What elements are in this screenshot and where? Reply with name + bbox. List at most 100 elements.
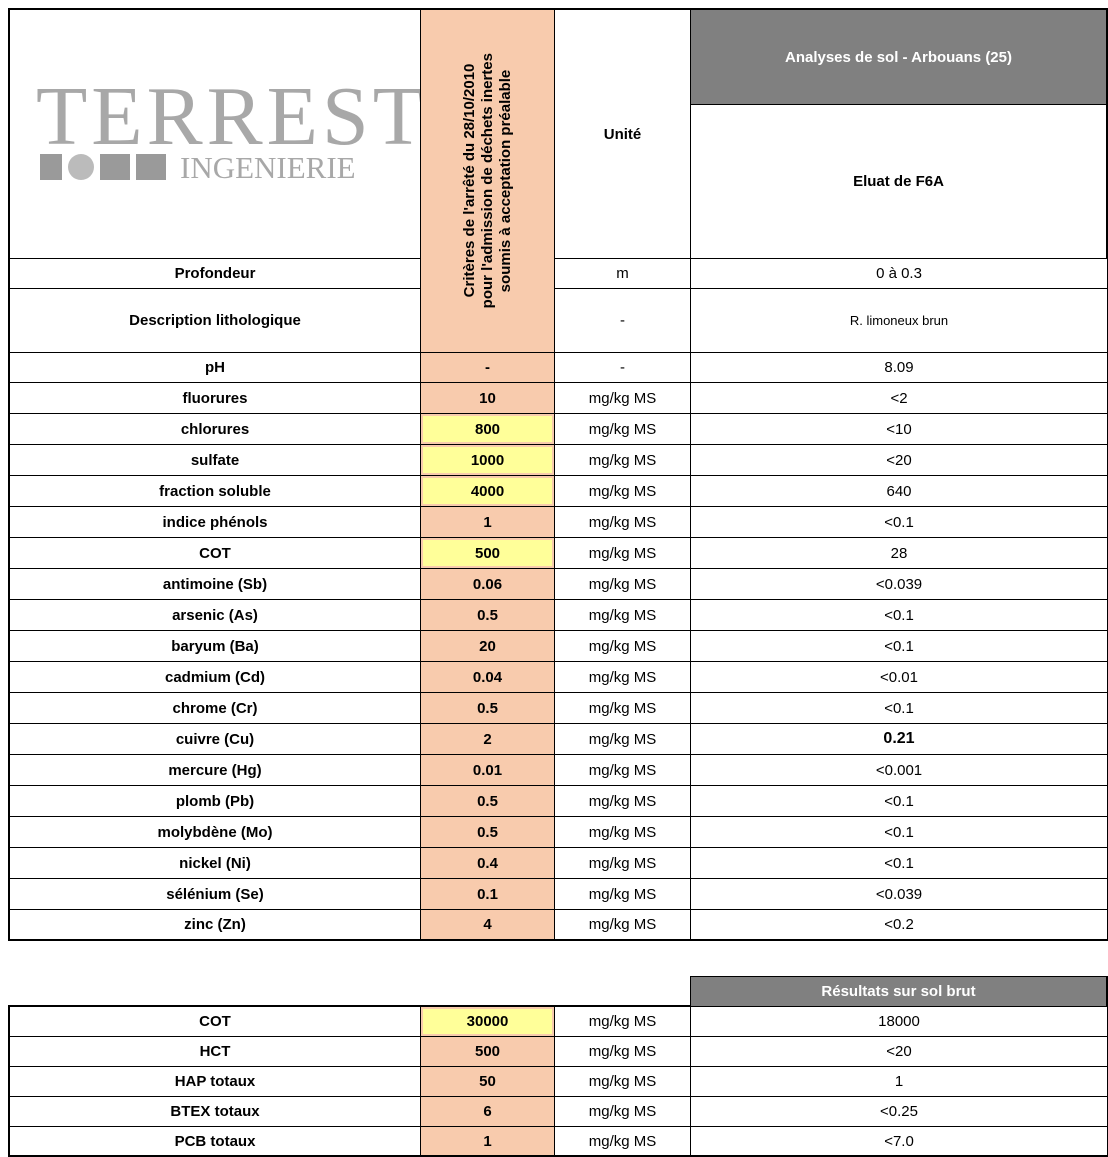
row-label: HCT (8, 1036, 421, 1067)
logo-sub: INGENIERIE (180, 150, 356, 185)
row-value: <0.1 (690, 785, 1108, 817)
row-value: <10 (690, 413, 1108, 445)
row-value: <0.1 (690, 630, 1108, 662)
row-criterion: 30000 (420, 1006, 555, 1037)
row-unit: mg/kg MS (554, 754, 691, 786)
row-criterion: 0.5 (420, 599, 555, 631)
row-value: <20 (690, 1036, 1108, 1067)
row-label: cuivre (Cu) (8, 723, 421, 755)
logo-square (68, 154, 94, 180)
logo-name: TERREST (36, 70, 429, 163)
row-unit: - (554, 352, 691, 383)
row-label: molybdène (Mo) (8, 816, 421, 848)
row-label: arsenic (As) (8, 599, 421, 631)
row-unit: mg/kg MS (554, 661, 691, 693)
row-unit: mg/kg MS (554, 1066, 691, 1097)
row-value: 1 (690, 1066, 1108, 1097)
row-criterion: 0.5 (420, 785, 555, 817)
row-label: pH (8, 352, 421, 383)
row-unit: mg/kg MS (554, 506, 691, 538)
row-label: Profondeur (8, 258, 421, 289)
row-unit: mg/kg MS (554, 630, 691, 662)
row-label: cadmium (Cd) (8, 661, 421, 693)
row-unit: mg/kg MS (554, 785, 691, 817)
row-value: <7.0 (690, 1126, 1108, 1157)
row-label: plomb (Pb) (8, 785, 421, 817)
row-unit: mg/kg MS (554, 909, 691, 941)
row-value: <0.01 (690, 661, 1108, 693)
row-criterion: 500 (420, 1036, 555, 1067)
row-unit: mg/kg MS (554, 692, 691, 724)
row-label: COT (8, 537, 421, 569)
row-criterion: 6 (420, 1096, 555, 1127)
criteria-header: Critères de l'arrêté du 28/10/2010 pour l… (420, 8, 555, 353)
row-unit: mg/kg MS (554, 1006, 691, 1037)
row-label: HAP totaux (8, 1066, 421, 1097)
row-value: 640 (690, 475, 1108, 507)
row-criterion: 1 (420, 506, 555, 538)
row-unit: mg/kg MS (554, 444, 691, 476)
row-criterion: - (420, 352, 555, 383)
row-label: mercure (Hg) (8, 754, 421, 786)
criteria-line: Critères de l'arrêté du 28/10/2010 (460, 64, 478, 298)
row-unit: - (554, 288, 691, 353)
row-label: zinc (Zn) (8, 909, 421, 941)
row-unit: mg/kg MS (554, 382, 691, 414)
row-value: <2 (690, 382, 1108, 414)
row-criterion: 10 (420, 382, 555, 414)
logo-square (100, 154, 130, 180)
row-criterion: 4 (420, 909, 555, 941)
row-label: nickel (Ni) (8, 847, 421, 879)
row-value: 8.09 (690, 352, 1108, 383)
sample-header: Eluat de F6A (690, 104, 1108, 259)
criteria-text: Critères de l'arrêté du 28/10/2010 pour l… (461, 53, 515, 308)
criteria-line: soumis à acceptation préalable (496, 69, 514, 293)
row-criterion: 1 (420, 1126, 555, 1157)
row-criterion: 20 (420, 630, 555, 662)
logo-square (136, 154, 166, 180)
row-criterion: 4000 (420, 475, 555, 507)
row-criterion: 0.06 (420, 568, 555, 600)
row-unit: mg/kg MS (554, 816, 691, 848)
row-criterion: 0.5 (420, 692, 555, 724)
row-value: <0.1 (690, 506, 1108, 538)
row-criterion: 800 (420, 413, 555, 445)
row-unit: m (554, 258, 691, 289)
row-criterion: 500 (420, 537, 555, 569)
row-criterion: 0.04 (420, 661, 555, 693)
site-header: Analyses de sol - Arbouans (25) (690, 8, 1108, 105)
row-label: sélénium (Se) (8, 878, 421, 910)
row-criterion: 1000 (420, 444, 555, 476)
row-value: 0 à 0.3 (690, 258, 1108, 289)
row-value: 0.21 (690, 723, 1108, 755)
row-value: <0.039 (690, 568, 1108, 600)
row-value: <0.1 (690, 816, 1108, 848)
row-label: sulfate (8, 444, 421, 476)
row-value: <0.25 (690, 1096, 1108, 1127)
brut-header: Résultats sur sol brut (690, 976, 1108, 1007)
row-unit: mg/kg MS (554, 599, 691, 631)
row-value: <0.001 (690, 754, 1108, 786)
row-value: <20 (690, 444, 1108, 476)
row-label: fraction soluble (8, 475, 421, 507)
row-value: <0.1 (690, 847, 1108, 879)
row-unit: mg/kg MS (554, 723, 691, 755)
row-value: 28 (690, 537, 1108, 569)
row-value: R. limoneux brun (690, 288, 1108, 353)
row-unit: mg/kg MS (554, 537, 691, 569)
row-unit: mg/kg MS (554, 847, 691, 879)
row-criterion: 0.4 (420, 847, 555, 879)
row-unit: mg/kg MS (554, 1126, 691, 1157)
row-label: PCB totaux (8, 1126, 421, 1157)
row-criterion: 0.01 (420, 754, 555, 786)
row-unit: mg/kg MS (554, 1036, 691, 1067)
logo-cell: TERREST INGENIERIE (8, 8, 424, 259)
row-label: antimoine (Sb) (8, 568, 421, 600)
row-criterion: 0.5 (420, 816, 555, 848)
row-criterion: 0.1 (420, 878, 555, 910)
row-label: baryum (Ba) (8, 630, 421, 662)
row-label: BTEX totaux (8, 1096, 421, 1127)
row-unit: mg/kg MS (554, 413, 691, 445)
row-label: COT (8, 1006, 421, 1037)
